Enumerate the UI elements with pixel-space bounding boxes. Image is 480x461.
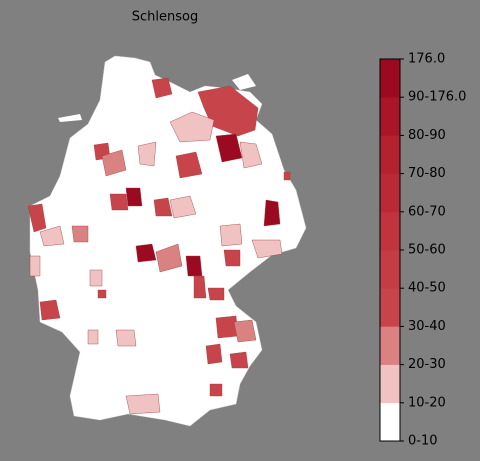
map-title: Schlensog xyxy=(132,10,198,25)
region xyxy=(101,149,127,177)
colorbar-segment xyxy=(380,402,400,442)
region xyxy=(263,199,281,227)
colorbar-segment xyxy=(380,326,400,365)
region xyxy=(115,329,137,347)
region xyxy=(39,225,65,247)
region xyxy=(205,343,223,365)
region xyxy=(251,239,283,259)
island xyxy=(58,114,82,122)
region xyxy=(151,77,173,99)
colorbar-label: 0-10 xyxy=(408,434,438,449)
colorbar-segment xyxy=(380,211,400,251)
colorbar-label: 70-80 xyxy=(408,166,446,181)
germany-map xyxy=(27,55,307,427)
region xyxy=(229,351,249,369)
region xyxy=(215,315,239,339)
region xyxy=(175,151,203,179)
region xyxy=(283,171,291,181)
region xyxy=(153,197,173,217)
colorbar-segment xyxy=(380,135,400,174)
region xyxy=(169,195,197,219)
region xyxy=(89,269,103,287)
colorbar-segment xyxy=(380,173,400,213)
region xyxy=(169,111,215,143)
region xyxy=(71,225,89,243)
region xyxy=(125,187,143,207)
colorbar-label: 90-176.0 xyxy=(408,90,466,105)
colorbar-label: 30-40 xyxy=(408,319,446,334)
region xyxy=(135,243,157,263)
region xyxy=(239,141,263,169)
colorbar-label: 50-60 xyxy=(408,243,446,258)
region xyxy=(193,275,207,299)
colorbar-label: 40-50 xyxy=(408,281,446,296)
colorbar-label: 80-90 xyxy=(408,128,446,143)
region xyxy=(207,287,225,301)
region xyxy=(209,383,223,397)
regions xyxy=(27,77,291,415)
region xyxy=(219,223,243,247)
colorbar: 0-10 10-20 20-30 30-40 40-50 50-60 60-70 70-80 8… xyxy=(379,52,466,449)
colorbar-label: 20-30 xyxy=(408,357,446,372)
region xyxy=(155,243,183,273)
colorbar-segment xyxy=(380,364,400,404)
region xyxy=(27,203,47,233)
colorbar-label: 176.0 xyxy=(408,52,445,67)
colorbar-label: 10-20 xyxy=(408,395,446,410)
region xyxy=(39,299,61,321)
colorbar-segment xyxy=(380,97,400,136)
colorbar-segment xyxy=(380,59,400,98)
colorbar-segment xyxy=(380,288,400,327)
region xyxy=(87,329,99,345)
island xyxy=(232,74,256,90)
colorbar-segment xyxy=(380,250,400,289)
region xyxy=(29,255,41,277)
region xyxy=(97,289,107,299)
region xyxy=(185,255,203,277)
colorbar-label: 60-70 xyxy=(408,204,446,219)
region xyxy=(215,133,243,163)
region xyxy=(125,393,161,415)
region xyxy=(233,319,257,343)
region xyxy=(223,249,241,267)
region xyxy=(109,193,129,211)
region xyxy=(137,141,157,167)
